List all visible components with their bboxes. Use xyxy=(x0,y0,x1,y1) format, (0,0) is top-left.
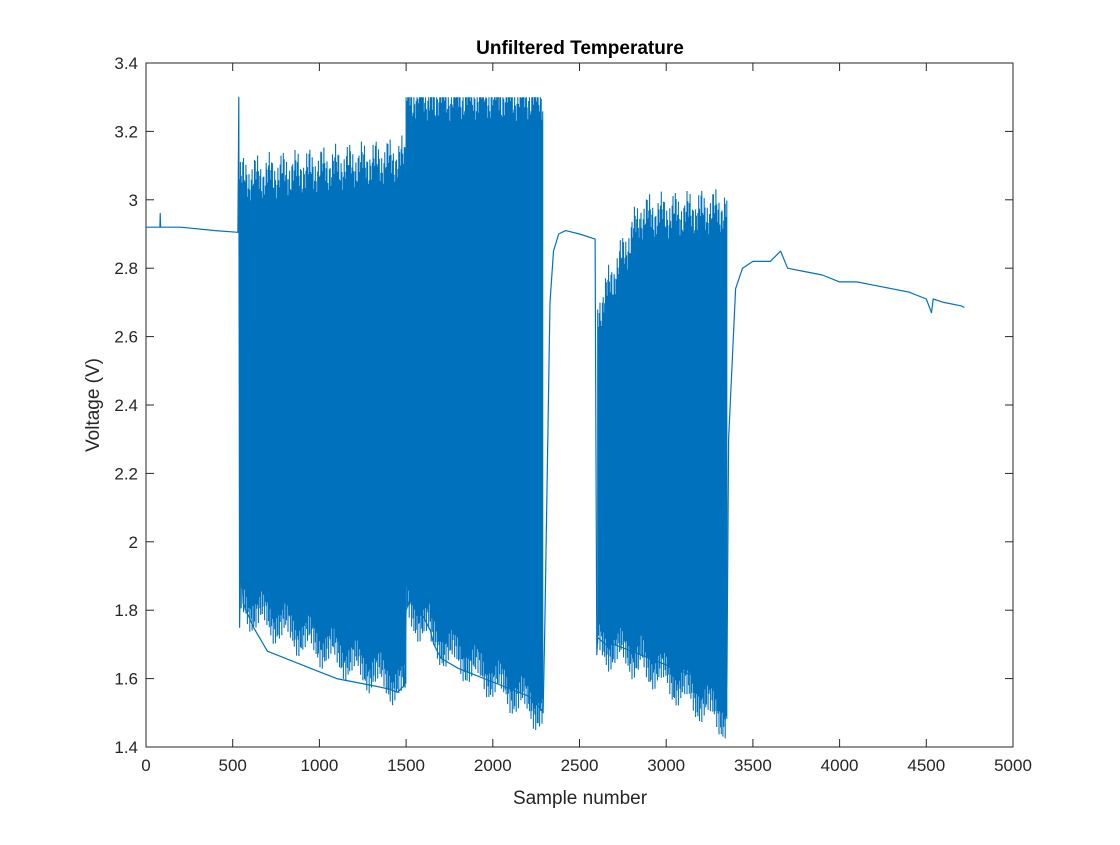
x-tick-label: 3000 xyxy=(647,756,685,775)
x-tick-label: 2500 xyxy=(561,756,599,775)
x-tick-label: 4500 xyxy=(907,756,945,775)
x-tick-label: 1500 xyxy=(387,756,425,775)
signal-oscillation xyxy=(429,97,544,731)
signal-oscillation xyxy=(239,135,407,706)
y-tick-label: 2.4 xyxy=(114,396,138,415)
y-tick-label: 1.6 xyxy=(114,670,138,689)
series-line xyxy=(146,96,965,721)
y-axis-ticks: 1.4 1.6 1.8 2 2.2 2.4 2.6 2.8 3 3.2 3.4 xyxy=(114,54,1013,757)
y-tick-label: 2.6 xyxy=(114,328,138,347)
x-tick-label: 3500 xyxy=(734,756,772,775)
x-tick-label: 1000 xyxy=(300,756,338,775)
signal-oscillation xyxy=(405,97,431,642)
y-tick-label: 3.2 xyxy=(114,122,138,141)
x-axis-label: Sample number xyxy=(513,788,648,809)
y-tick-label: 3.4 xyxy=(114,54,138,73)
x-tick-label: 500 xyxy=(219,756,247,775)
y-tick-label: 2.2 xyxy=(114,464,138,483)
y-tick-label: 1.4 xyxy=(114,738,138,757)
signal-oscillation xyxy=(639,189,728,739)
y-axis-label: Voltage (V) xyxy=(83,358,104,452)
x-tick-label: 0 xyxy=(141,756,150,775)
y-tick-label: 3 xyxy=(129,191,138,210)
y-tick-label: 2 xyxy=(129,533,138,552)
data-layer xyxy=(146,96,965,739)
plot-area: 0 500 1000 1500 2000 2500 3000 3500 4000 4500 5000… xyxy=(114,54,1032,775)
chart-title: Unfiltered Temperature xyxy=(476,38,684,59)
y-tick-label: 2.8 xyxy=(114,259,138,278)
signal-oscillation xyxy=(597,206,641,680)
y-tick-label: 1.8 xyxy=(114,601,138,620)
x-tick-label: 5000 xyxy=(994,756,1032,775)
x-tick-label: 2000 xyxy=(474,756,512,775)
x-tick-label: 4000 xyxy=(821,756,859,775)
x-axis-ticks: 0 500 1000 1500 2000 2500 3000 3500 4000 4500 5000 xyxy=(141,63,1032,775)
